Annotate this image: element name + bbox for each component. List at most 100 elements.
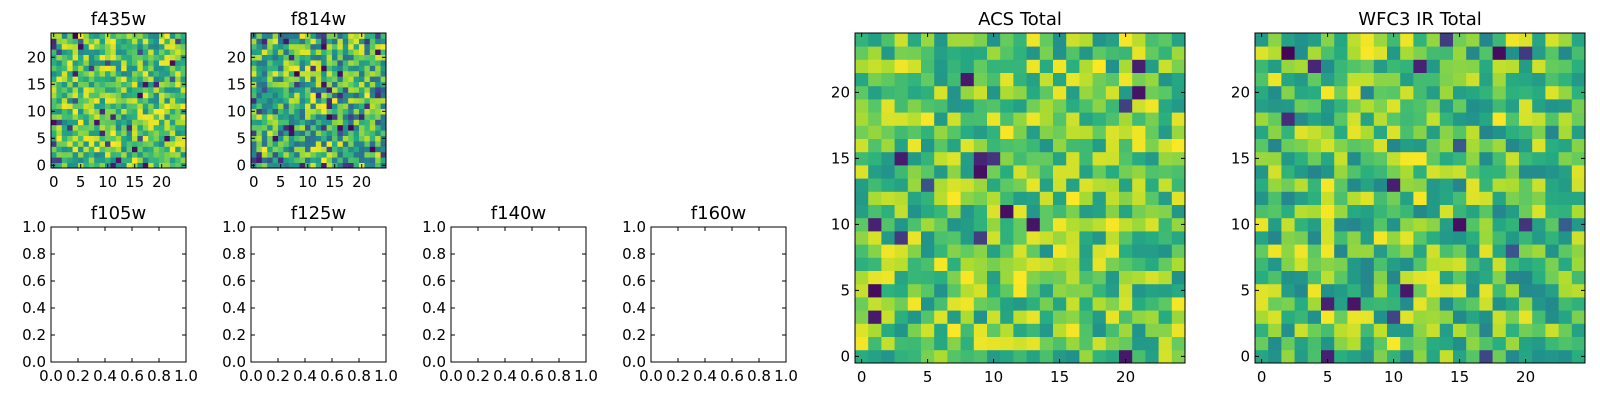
heatmap-cell — [115, 103, 122, 109]
heatmap-cell — [299, 146, 306, 153]
heatmap-cell — [105, 130, 111, 136]
heatmap-cell — [110, 49, 117, 55]
heatmap-cell — [261, 60, 268, 66]
heatmap-cell — [987, 283, 1001, 298]
heatmap-cell — [94, 76, 100, 82]
x-tick-label: 0.8 — [347, 367, 371, 385]
heatmap-cell — [907, 99, 922, 113]
heatmap-cell — [337, 114, 344, 120]
heatmap-cell — [1532, 46, 1546, 60]
heatmap-cell — [94, 43, 100, 50]
y-tick-label: 15 — [1231, 149, 1250, 167]
heatmap-cell — [251, 87, 257, 93]
heatmap-cell — [1571, 99, 1586, 113]
heatmap-cell — [283, 65, 290, 72]
heatmap-cell — [1479, 191, 1493, 205]
heatmap-cell — [1145, 151, 1159, 166]
heatmap-cell — [56, 114, 63, 120]
heatmap-cell — [1053, 99, 1067, 113]
heatmap-cell — [337, 92, 344, 99]
heatmap-cell — [348, 114, 354, 120]
heatmap-cell — [148, 65, 154, 72]
heatmap-cell — [1373, 33, 1388, 47]
heatmap-cell — [348, 130, 354, 136]
heatmap-cell — [299, 103, 306, 109]
heatmap-cell — [855, 99, 869, 113]
heatmap-cell — [83, 92, 90, 99]
heatmap-cell — [67, 162, 73, 169]
y-tick-label: 10 — [1231, 215, 1250, 233]
heatmap-cell — [348, 151, 354, 158]
heatmap-cell — [1360, 33, 1375, 47]
heatmap-cell — [299, 70, 306, 77]
heatmap-cell — [1145, 165, 1159, 179]
heatmap-cell — [348, 81, 354, 88]
heatmap-cell — [272, 76, 279, 82]
heatmap-cell — [1439, 257, 1454, 271]
heatmap-cell — [1105, 138, 1120, 153]
heatmap-cell — [1171, 270, 1186, 285]
heatmap-cell — [1066, 204, 1080, 219]
heatmap-cell — [310, 108, 317, 115]
heatmap-cell — [56, 162, 63, 169]
heatmap-cell — [907, 138, 922, 153]
heatmap-cell — [326, 119, 333, 126]
heatmap-cell — [1558, 46, 1573, 60]
heatmap-cell — [305, 135, 311, 142]
heatmap-cell — [267, 157, 273, 163]
heatmap-cell — [164, 108, 171, 115]
heatmap-cell — [115, 97, 122, 104]
heatmap-cell — [987, 138, 1001, 153]
heatmap-cell — [61, 70, 68, 77]
heatmap-cell — [1413, 151, 1427, 166]
heatmap-cell — [153, 108, 160, 115]
heatmap-cell — [288, 49, 295, 55]
heatmap-cell — [359, 70, 365, 77]
heatmap-cell — [61, 103, 68, 109]
heatmap-cell — [1347, 33, 1361, 47]
heatmap-cell — [973, 191, 988, 205]
heatmap-cell — [126, 87, 133, 93]
heatmap-cell — [894, 59, 909, 73]
heatmap-cell — [288, 141, 295, 147]
heatmap-cell — [1492, 125, 1507, 139]
heatmap-cell — [907, 151, 922, 166]
heatmap-cell — [1079, 151, 1093, 166]
heatmap-cell — [1281, 231, 1295, 245]
heatmap-cell — [1039, 165, 1054, 179]
heatmap-cell — [326, 92, 333, 99]
heatmap-cell — [1013, 349, 1027, 364]
heatmap-cell — [1066, 165, 1080, 179]
heatmap-cell — [369, 60, 376, 66]
heatmap-cell — [1479, 138, 1493, 153]
heatmap-cell — [83, 151, 90, 158]
heatmap-cell — [1255, 178, 1269, 192]
heatmap-cell — [1373, 231, 1388, 245]
heatmap-cell — [1400, 151, 1414, 166]
heatmap-cell — [375, 135, 381, 142]
heatmap-cell — [1307, 204, 1322, 219]
heatmap-cell — [310, 151, 317, 158]
heatmap-cell — [907, 191, 922, 205]
heatmap-cell — [1268, 46, 1282, 60]
heatmap-cell — [51, 119, 57, 126]
heatmap-cell — [332, 38, 338, 45]
heatmap-cell — [987, 33, 1001, 47]
heatmap-cell — [283, 43, 290, 50]
heatmap-cell — [272, 70, 279, 77]
heatmap-cell — [1132, 125, 1146, 139]
heatmap-cell — [348, 162, 354, 169]
heatmap-cell — [299, 141, 306, 147]
heatmap-cell — [272, 65, 279, 72]
heatmap-cell — [310, 60, 317, 66]
heatmap-cell — [1505, 151, 1520, 166]
heatmap-cell — [294, 76, 300, 82]
heatmap-cell — [1532, 297, 1546, 311]
heatmap-cell — [1294, 310, 1309, 324]
heatmap-cell — [353, 135, 360, 142]
heatmap-cell — [1158, 257, 1173, 271]
heatmap-cell — [169, 81, 176, 88]
heatmap-cell — [1426, 297, 1441, 311]
heatmap-cell — [1268, 297, 1282, 311]
heatmap-cell — [283, 60, 290, 66]
